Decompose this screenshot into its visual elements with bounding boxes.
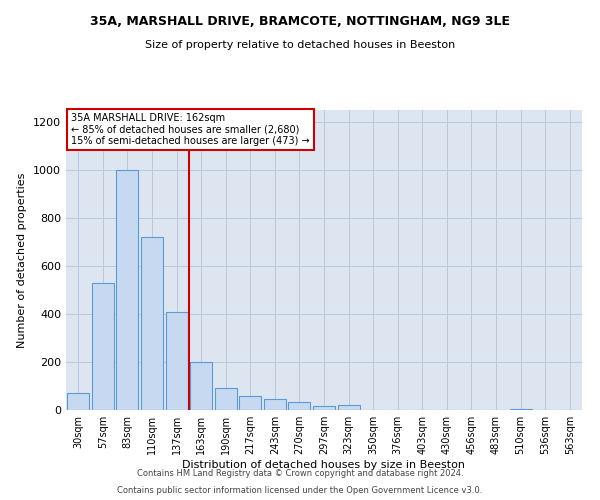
- Bar: [509, 409, 532, 410]
- Bar: [338, 405, 359, 410]
- Bar: [190, 362, 212, 410]
- Text: Contains public sector information licensed under the Open Government Licence v3: Contains public sector information licen…: [118, 486, 482, 495]
- Bar: [141, 237, 163, 410]
- Bar: [166, 312, 188, 410]
- Y-axis label: Number of detached properties: Number of detached properties: [17, 172, 28, 348]
- Text: 35A, MARSHALL DRIVE, BRAMCOTE, NOTTINGHAM, NG9 3LE: 35A, MARSHALL DRIVE, BRAMCOTE, NOTTINGHA…: [90, 15, 510, 28]
- Text: 35A MARSHALL DRIVE: 162sqm
← 85% of detached houses are smaller (2,680)
15% of s: 35A MARSHALL DRIVE: 162sqm ← 85% of deta…: [71, 113, 310, 146]
- Bar: [92, 283, 114, 410]
- Bar: [264, 399, 286, 410]
- Bar: [313, 406, 335, 410]
- Text: Size of property relative to detached houses in Beeston: Size of property relative to detached ho…: [145, 40, 455, 50]
- Bar: [289, 402, 310, 410]
- Bar: [215, 388, 237, 410]
- Bar: [239, 396, 262, 410]
- Bar: [116, 170, 139, 410]
- X-axis label: Distribution of detached houses by size in Beeston: Distribution of detached houses by size …: [182, 460, 466, 470]
- Bar: [67, 393, 89, 410]
- Text: Contains HM Land Registry data © Crown copyright and database right 2024.: Contains HM Land Registry data © Crown c…: [137, 468, 463, 477]
